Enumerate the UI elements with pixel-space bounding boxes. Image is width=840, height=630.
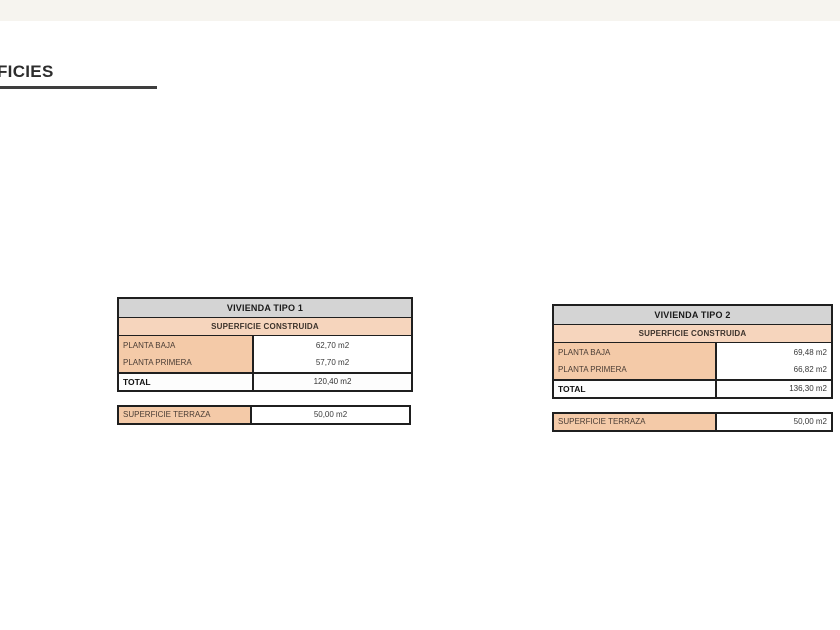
table-subheader: SUPERFICIE CONSTRUIDA bbox=[554, 325, 831, 343]
value-column: 62,70 m2 57,70 m2 bbox=[254, 336, 411, 372]
table-title: VIVIENDA TIPO 2 bbox=[554, 306, 831, 325]
table-terraza-tipo-1: SUPERFICIE TERRAZA 50,00 m2 bbox=[117, 405, 411, 425]
row-label-planta-primera: PLANTA PRIMERA bbox=[123, 358, 192, 367]
table-title: VIVIENDA TIPO 1 bbox=[119, 299, 411, 318]
table-vivienda-tipo-1: VIVIENDA TIPO 1 SUPERFICIE CONSTRUIDA PL… bbox=[117, 297, 413, 392]
total-value: 136,30 m2 bbox=[789, 384, 827, 393]
top-band bbox=[0, 0, 840, 21]
table-vivienda-tipo-2: VIVIENDA TIPO 2 SUPERFICIE CONSTRUIDA PL… bbox=[552, 304, 833, 399]
row-label-planta-baja: PLANTA BAJA bbox=[123, 341, 176, 350]
total-label: TOTAL bbox=[119, 374, 254, 390]
total-row: TOTAL 120,40 m2 bbox=[119, 374, 411, 390]
table-terraza-tipo-2: SUPERFICIE TERRAZA 50,00 m2 bbox=[552, 412, 833, 432]
row-value-planta-primera: 57,70 m2 bbox=[315, 358, 350, 367]
table-body: PLANTA BAJA PLANTA PRIMERA 69,48 m2 66,8… bbox=[554, 343, 831, 381]
title-underline bbox=[0, 86, 157, 89]
total-row: TOTAL 136,30 m2 bbox=[554, 381, 831, 397]
table-subheader: SUPERFICIE CONSTRUIDA bbox=[119, 318, 411, 336]
label-column: PLANTA BAJA PLANTA PRIMERA bbox=[119, 336, 254, 372]
label-column: PLANTA BAJA PLANTA PRIMERA bbox=[554, 343, 717, 379]
terraza-value: 50,00 m2 bbox=[313, 410, 348, 419]
total-label: TOTAL bbox=[554, 381, 717, 397]
row-label-planta-baja: PLANTA BAJA bbox=[558, 348, 611, 357]
terraza-value: 50,00 m2 bbox=[793, 417, 827, 426]
value-column: 69,48 m2 66,82 m2 bbox=[717, 343, 831, 379]
row-value-planta-baja: 62,70 m2 bbox=[315, 341, 350, 350]
row-value-planta-primera: 66,82 m2 bbox=[793, 365, 827, 374]
row-value-planta-baja: 69,48 m2 bbox=[793, 348, 827, 357]
row-label-planta-primera: PLANTA PRIMERA bbox=[558, 365, 627, 374]
terraza-label: SUPERFICIE TERRAZA bbox=[554, 414, 717, 430]
terraza-label: SUPERFICIE TERRAZA bbox=[119, 407, 252, 423]
total-value: 120,40 m2 bbox=[313, 377, 352, 386]
table-body: PLANTA BAJA PLANTA PRIMERA 62,70 m2 57,7… bbox=[119, 336, 411, 374]
page-title: FICIES bbox=[0, 62, 54, 81]
